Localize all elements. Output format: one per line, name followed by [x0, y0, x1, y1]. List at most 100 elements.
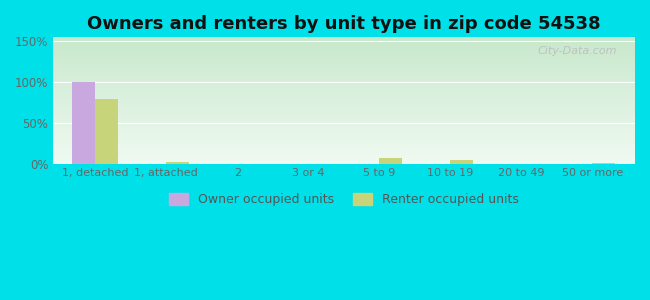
Bar — [53, 138, 635, 139]
Bar — [53, 115, 635, 116]
Bar — [53, 91, 635, 92]
Bar — [53, 96, 635, 97]
Bar — [53, 67, 635, 68]
Bar — [53, 70, 635, 71]
Bar — [53, 125, 635, 126]
Bar — [53, 153, 635, 154]
Bar — [53, 100, 635, 101]
Bar — [53, 132, 635, 133]
Bar — [53, 56, 635, 57]
Bar — [53, 114, 635, 115]
Bar — [53, 81, 635, 82]
Bar — [53, 86, 635, 87]
Bar — [53, 117, 635, 118]
Bar — [53, 76, 635, 77]
Bar — [53, 69, 635, 70]
Bar — [53, 72, 635, 73]
Bar — [53, 60, 635, 61]
Bar — [53, 66, 635, 67]
Bar — [53, 134, 635, 135]
Bar — [53, 102, 635, 103]
Bar — [53, 45, 635, 46]
Bar — [53, 158, 635, 159]
Bar — [53, 148, 635, 149]
Bar — [53, 63, 635, 64]
Bar — [450, 160, 473, 164]
Bar — [53, 41, 635, 42]
Bar — [53, 130, 635, 131]
Bar — [53, 120, 635, 121]
Bar — [166, 162, 189, 164]
Bar — [95, 99, 118, 164]
Bar — [53, 126, 635, 127]
Bar — [53, 62, 635, 63]
Bar — [53, 48, 635, 49]
Bar — [53, 37, 635, 38]
Bar — [53, 42, 635, 43]
Bar — [53, 122, 635, 123]
Text: City-Data.com: City-Data.com — [538, 46, 617, 56]
Bar — [53, 64, 635, 65]
Bar — [53, 135, 635, 136]
Bar — [53, 154, 635, 155]
Bar — [53, 150, 635, 151]
Bar — [53, 54, 635, 55]
Bar — [53, 160, 635, 161]
Bar — [53, 89, 635, 90]
Bar — [53, 162, 635, 163]
Bar — [53, 79, 635, 80]
Bar — [53, 61, 635, 62]
Bar — [53, 152, 635, 153]
Bar — [53, 104, 635, 105]
Bar — [53, 97, 635, 98]
Bar — [53, 133, 635, 134]
Title: Owners and renters by unit type in zip code 54538: Owners and renters by unit type in zip c… — [87, 15, 601, 33]
Bar — [53, 141, 635, 142]
Bar — [53, 94, 635, 95]
Bar — [53, 52, 635, 53]
Bar — [53, 38, 635, 39]
Bar — [53, 75, 635, 76]
Bar — [53, 68, 635, 69]
Bar — [53, 82, 635, 83]
Bar — [53, 140, 635, 141]
Bar — [53, 95, 635, 96]
Bar — [53, 46, 635, 47]
Bar — [53, 137, 635, 138]
Bar — [53, 47, 635, 48]
Bar — [53, 98, 635, 99]
Bar — [53, 77, 635, 78]
Bar — [53, 93, 635, 94]
Bar — [53, 156, 635, 157]
Bar — [53, 149, 635, 150]
Bar — [53, 108, 635, 109]
Bar — [53, 71, 635, 72]
Bar — [53, 113, 635, 114]
Bar — [53, 84, 635, 85]
Bar — [53, 131, 635, 132]
Bar — [53, 87, 635, 88]
Bar — [53, 139, 635, 140]
Bar — [53, 80, 635, 81]
Bar — [72, 82, 95, 164]
Bar — [53, 99, 635, 100]
Bar — [53, 43, 635, 44]
Bar — [53, 145, 635, 146]
Bar — [53, 121, 635, 122]
Bar — [53, 123, 635, 124]
Bar — [53, 57, 635, 58]
Bar — [53, 83, 635, 84]
Bar — [53, 159, 635, 160]
Bar — [53, 78, 635, 79]
Bar — [53, 103, 635, 104]
Bar — [53, 39, 635, 40]
Bar — [53, 53, 635, 54]
Bar — [53, 90, 635, 91]
Bar — [53, 128, 635, 129]
Bar — [53, 40, 635, 41]
Bar — [53, 163, 635, 164]
Bar — [53, 118, 635, 119]
Bar — [53, 110, 635, 111]
Bar — [53, 112, 635, 113]
Legend: Owner occupied units, Renter occupied units: Owner occupied units, Renter occupied un… — [164, 188, 523, 211]
